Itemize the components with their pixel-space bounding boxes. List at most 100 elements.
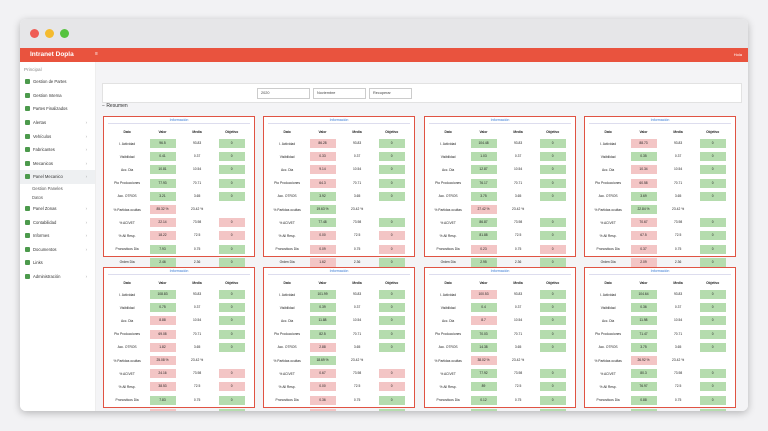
cell-value: 0: [699, 290, 726, 300]
cell: 89: [466, 380, 501, 393]
cell: 2.81: [626, 407, 661, 411]
cell-value: 81.88: [470, 231, 497, 241]
sidebar-item[interactable]: Informes ›: [20, 229, 95, 243]
cell: 0: [374, 177, 409, 190]
data-row: % Partidas ocultas 38.02 % 23.42 %: [430, 354, 570, 367]
sidebar-item[interactable]: Alertas ›: [20, 116, 95, 130]
info-panel: Información Dato Valor Media Objetivo I. Acti…: [263, 267, 415, 411]
cell: 38.02 %: [466, 354, 501, 367]
month-select[interactable]: Noviembre: [313, 88, 366, 99]
cell-value: 73.98: [192, 220, 202, 225]
cell: 3.75: [626, 341, 661, 354]
info-link[interactable]: Información: [329, 269, 349, 273]
cell: 70.03: [466, 328, 501, 341]
sidebar-item-label: Datos: [32, 194, 43, 200]
cell: 0: [535, 367, 570, 380]
cell-value: 0: [378, 382, 405, 392]
cell: 0.33: [305, 150, 340, 163]
cell-value: 60.58: [630, 178, 657, 188]
sidebar-item-label: Informes: [33, 233, 50, 239]
data-row: Acc. Dia 8.7 10.54 0: [430, 314, 570, 327]
cell: 2.95: [466, 256, 501, 269]
user-menu[interactable]: Hola: [733, 52, 742, 57]
cell: % Partidas ocultas: [269, 354, 305, 367]
sidebar-item[interactable]: Links: [20, 256, 95, 270]
sidebar-item[interactable]: Gestion Paneles: [20, 184, 95, 193]
row-label: % All Resp.: [599, 233, 617, 238]
row-label: Visibilidad: [279, 154, 295, 159]
sidebar-item[interactable]: Panel Zonas ›: [20, 202, 95, 216]
data-row: % ACIVET 80.3 73.98 0: [590, 367, 730, 380]
cell: Visibilidad: [590, 301, 626, 314]
sidebar-item[interactable]: Gestion de Partes: [20, 75, 95, 89]
cell: 93.83: [501, 288, 536, 301]
data-table: Dato Valor Media Objetivo I. Actividad 104.48…: [430, 127, 570, 282]
maximize-button[interactable]: [60, 29, 69, 38]
cell: 10.54: [340, 163, 375, 176]
cell: % All Resp.: [109, 380, 145, 393]
cell: 0.75: [661, 394, 696, 407]
row-label: % ACIVET: [440, 371, 456, 376]
cell-value: 0.00: [309, 382, 336, 392]
cell: 0: [374, 243, 409, 256]
data-row: Pronosticos Dia 0.09 0.75 0: [269, 243, 409, 256]
cell-value: 3.65: [353, 344, 361, 349]
cell: 23.42 %: [180, 203, 215, 216]
cell-value: 2.36: [193, 259, 201, 264]
close-button[interactable]: [30, 29, 39, 38]
info-link[interactable]: Información: [169, 269, 189, 273]
cell-value: 0: [218, 244, 245, 254]
cell: 0: [695, 314, 730, 327]
cell: 0: [695, 407, 730, 411]
sidebar-item[interactable]: Mecanicos ›: [20, 157, 95, 171]
info-link[interactable]: Información: [169, 118, 189, 122]
cell-value: 0: [539, 152, 566, 162]
cell-value: 93.83: [673, 292, 683, 297]
year-select[interactable]: 2020: [257, 88, 310, 99]
cell: 23.42 %: [340, 354, 375, 367]
row-label: Pronosticos Dia: [275, 247, 299, 252]
info-link[interactable]: Información: [490, 118, 510, 122]
cell-value: 0: [378, 369, 405, 379]
info-link[interactable]: Información: [650, 269, 670, 273]
cell-value: 0: [378, 152, 405, 162]
info-link[interactable]: Información: [650, 118, 670, 122]
cell: 73.98: [180, 367, 215, 380]
cell-value: 0: [539, 382, 566, 392]
sidebar-item[interactable]: Contabilidad ›: [20, 215, 95, 229]
sidebar-item[interactable]: Partes Finalizados: [20, 102, 95, 116]
cell: 11.98: [626, 314, 661, 327]
cell-value: 10.54: [673, 167, 683, 172]
cell: 0.37: [661, 150, 696, 163]
app-bar: Intranet Dopla ≡ Hola: [20, 48, 748, 62]
row-label: % ACIVET: [119, 220, 135, 225]
sidebar-item[interactable]: Fabricantes ›: [20, 143, 95, 157]
cell: 0.88: [626, 394, 661, 407]
column-header: Dato: [283, 281, 291, 285]
column-header: Media: [673, 130, 683, 134]
info-link[interactable]: Información: [490, 269, 510, 273]
cell-value: 3.65: [514, 193, 522, 198]
sidebar-item[interactable]: Administración ›: [20, 270, 95, 284]
cell-value: 23.42 %: [512, 207, 525, 212]
sidebar-item[interactable]: Documentos ›: [20, 243, 95, 257]
data-row: I. Actividad 86.28 93.83 0: [269, 137, 409, 150]
cell-value: 0: [378, 139, 405, 149]
sidebar-item[interactable]: Vehículos ›: [20, 129, 95, 143]
sidebar-item[interactable]: Gestion Interna: [20, 89, 95, 103]
recuperar-button[interactable]: Recuperar: [369, 88, 412, 99]
info-link[interactable]: Información: [329, 118, 349, 122]
row-label: I. Actividad: [279, 141, 296, 146]
cell-value: 101.99: [309, 290, 336, 300]
sidebar-icon: [25, 233, 30, 239]
column-header: Objetivo: [706, 281, 720, 285]
cell: 0: [695, 243, 730, 256]
menu-toggle[interactable]: ≡: [95, 51, 98, 57]
sidebar-item[interactable]: Panel Mecanico ›: [20, 170, 95, 184]
cell: 2.36: [180, 407, 215, 412]
cell: 7.83: [145, 394, 180, 407]
sidebar-item[interactable]: Datos: [20, 193, 95, 202]
cell-value: 0: [218, 303, 245, 313]
minimize-button[interactable]: [45, 29, 54, 38]
